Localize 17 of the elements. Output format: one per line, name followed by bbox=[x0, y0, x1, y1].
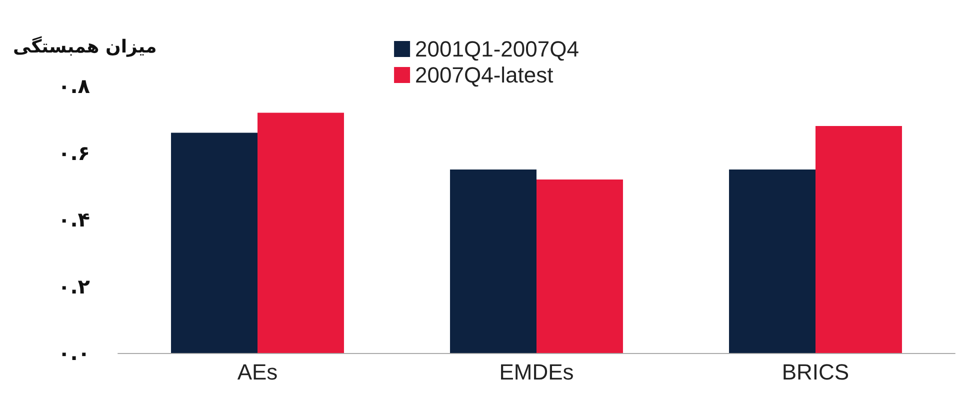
x-tick-label: EMDEs bbox=[499, 360, 574, 384]
y-tick-label: ۰.۸ bbox=[58, 74, 90, 98]
bar bbox=[171, 132, 258, 353]
bar bbox=[536, 179, 623, 353]
x-tick-label: BRICS bbox=[782, 360, 850, 384]
bar bbox=[450, 169, 536, 353]
x-tick-label: AEs bbox=[237, 360, 278, 384]
legend-label: 2007Q4-latest bbox=[415, 62, 554, 88]
y-tick-label: ۰.۰ bbox=[58, 341, 90, 365]
bar bbox=[729, 169, 816, 353]
y-axis-title: میزان همبستگی bbox=[13, 36, 157, 58]
bar bbox=[258, 112, 344, 353]
y-tick-label: ۰.۲ bbox=[58, 274, 90, 298]
y-tick-label: ۰.۶ bbox=[58, 140, 90, 165]
y-tick-label: ۰.۴ bbox=[58, 208, 90, 232]
legend-label: 2001Q1-2007Q4 bbox=[415, 36, 579, 62]
bar bbox=[816, 126, 902, 353]
